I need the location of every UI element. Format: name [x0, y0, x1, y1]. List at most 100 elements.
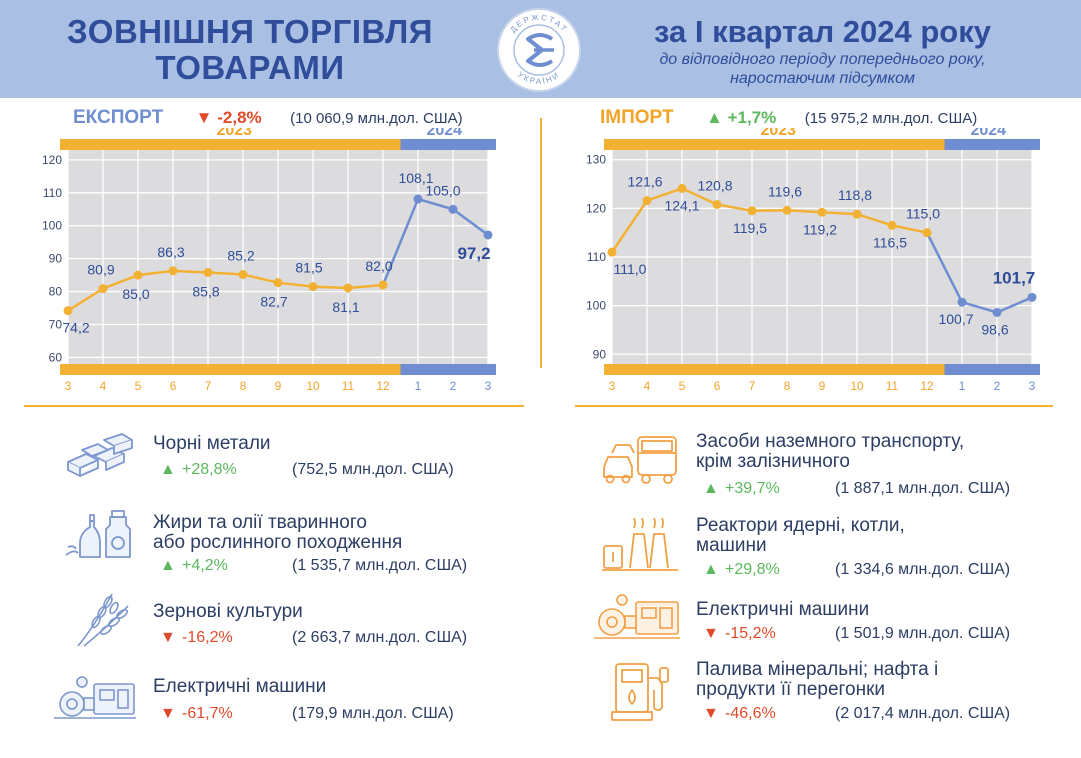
import-data-point: [747, 206, 757, 216]
export-header: ЕКСПОРТ ▼ -2,8% (10 060,9 млн.дол. США): [73, 107, 463, 129]
export-data-label: 74,2: [62, 320, 89, 336]
import-data-point: [642, 196, 652, 206]
export-product-4-value: (179,9 млн.дол. США): [292, 705, 454, 722]
import-product-4-name-line2: продукти її перегонки: [696, 679, 886, 700]
export-year-label-2023: 2023: [216, 128, 252, 139]
import-product-1-name-line1: Засоби наземного транспорту,: [696, 431, 965, 452]
left-horizontal-divider: [24, 405, 524, 407]
export-data-label: 82,0: [365, 258, 392, 274]
import-change-arrow: ▲: [706, 108, 723, 127]
export-xtick-label: 2: [450, 379, 457, 393]
export-ytick-label: 90: [49, 252, 63, 266]
import-xtick-label: 7: [749, 379, 756, 393]
import-xtick-label: 9: [819, 379, 826, 393]
period-title: за I квартал 2024 року: [654, 14, 991, 49]
power-plant-icon: [602, 517, 678, 571]
import-product-2-arrow: ▲: [703, 561, 719, 578]
export-product-2-arrow: ▲: [160, 557, 176, 574]
export-product-3-stat: ▼ -16,2% (2 663,7 млн.дол. США): [160, 629, 467, 647]
import-data-label: 119,2: [803, 221, 837, 237]
import-year-label-2023: 2023: [760, 128, 796, 139]
export-data-label: 108,1: [398, 170, 433, 186]
export-data-point: [343, 283, 353, 293]
electric-machine-icon: [54, 676, 136, 719]
header-banner: ЗОВНІШНЯ ТОРГІВЛЯ ТОВАРАМИ ДЕРЖСТАТ УКРА…: [0, 0, 1081, 98]
import-xtick-label: 2: [994, 379, 1001, 393]
export-xtick-label: 5: [135, 379, 142, 393]
vertical-divider: [540, 118, 542, 368]
import-ytick-label: 90: [593, 347, 607, 361]
import-series-line-2024: [925, 232, 1033, 314]
export-xtick-label: 8: [240, 379, 247, 393]
export-ytick-label: 70: [49, 317, 63, 331]
import-data-label: 116,5: [873, 234, 907, 250]
import-xtick-label: 3: [609, 379, 616, 393]
export-change: ▼ -2,8%: [196, 108, 262, 127]
import-data-label: 118,8: [838, 187, 872, 203]
export-xtick-label: 3: [65, 379, 72, 393]
export-year-label-2024: 2024: [426, 128, 462, 139]
import-ytick-label: 130: [586, 153, 606, 167]
export-ytick-label: 110: [43, 186, 62, 200]
import-xtick-label: 12: [920, 379, 934, 393]
export-data-point: [448, 204, 458, 214]
import-product-1-value: (1 887,1 млн.дол. США): [835, 480, 1011, 497]
import-xtick-label: 11: [886, 379, 899, 393]
import-data-label: 119,6: [768, 183, 802, 199]
export-product-1-arrow: ▲: [160, 461, 176, 478]
import-xtick-label: 6: [714, 379, 721, 393]
import-product-4-name-line1: Палива мінеральні; нафта і: [696, 659, 939, 680]
import-product-4-value: (2 017,4 млн.дол. США): [835, 705, 1011, 722]
export-product-2-value: (1 535,7 млн.дол. США): [292, 557, 468, 574]
import-product-2-name-line1: Реактори ядерні, котли,: [696, 515, 905, 536]
export-total: (10 060,9 млн.дол. США): [290, 110, 463, 127]
import-xtick-label: 10: [850, 379, 864, 393]
import-product-3-stat: ▼ -15,2% (1 501,9 млн.дол. США): [703, 625, 1010, 643]
import-product-4-change: -46,6%: [725, 705, 776, 722]
export-data-point: [378, 280, 388, 290]
import-header: ІМПОРТ ▲ +1,7% (15 975,2 млн.дол. США): [600, 107, 977, 129]
export-label: ЕКСПОРТ: [73, 107, 164, 128]
import-product-2-name-line2: машини: [696, 535, 767, 556]
import-product-3-value: (1 501,9 млн.дол. США): [835, 625, 1011, 642]
export-product-4-arrow: ▼: [160, 705, 176, 722]
import-data-point: [1027, 292, 1037, 302]
oil-bottles-icon: [65, 510, 131, 558]
export-data-label: 85,8: [192, 283, 219, 299]
export-ytick-label: 80: [49, 285, 63, 299]
export-product-2-name-line1: Жири та олії тваринного: [153, 512, 367, 533]
import-xtick-label: 8: [784, 379, 791, 393]
export-year-bar-2024-top: [400, 139, 496, 150]
export-data-label: 86,3: [157, 244, 184, 260]
export-data-point: [238, 269, 248, 279]
export-series-line-2023: [67, 269, 384, 312]
import-xtick-label: 5: [679, 379, 686, 393]
import-product-2-change: +29,8%: [725, 561, 780, 578]
export-product-2-stat: ▲ +4,2% (1 535,7 млн.дол. США): [160, 557, 467, 575]
export-data-point: [273, 278, 283, 288]
export-data-point: [133, 270, 143, 280]
export-data-point: [168, 266, 178, 276]
import-xtick-label: 3: [1029, 379, 1036, 393]
right-horizontal-divider: [575, 405, 1053, 407]
import-year-bar-2023-top: [604, 139, 945, 150]
export-product-2-change: +4,2%: [182, 557, 228, 574]
export-year-bar-2023-top: [60, 139, 401, 150]
export-data-point: [203, 267, 213, 277]
import-product-3-change: -15,2%: [725, 625, 776, 642]
import-ytick-label: 110: [587, 250, 606, 264]
import-data-point: [887, 220, 897, 230]
export-ytick-label: 100: [42, 219, 62, 233]
import-year-bar-2024-bottom: [944, 364, 1040, 375]
ukrstat-logo-icon: ДЕРЖСТАТ УКРАЇНИ: [497, 8, 581, 92]
import-year-bar-2024-top: [944, 139, 1040, 150]
export-product-1-stat: ▲ +28,8% (752,5 млн.дол. США): [160, 461, 454, 479]
export-xtick-label: 7: [205, 379, 212, 393]
import-year-bar-2023-bottom: [604, 364, 945, 375]
import-ytick-label: 100: [586, 299, 606, 313]
import-data-point: [712, 199, 722, 209]
import-change: ▲ +1,7%: [706, 108, 776, 127]
import-xtick-label: 4: [644, 379, 651, 393]
import-label: ІМПОРТ: [600, 107, 674, 128]
